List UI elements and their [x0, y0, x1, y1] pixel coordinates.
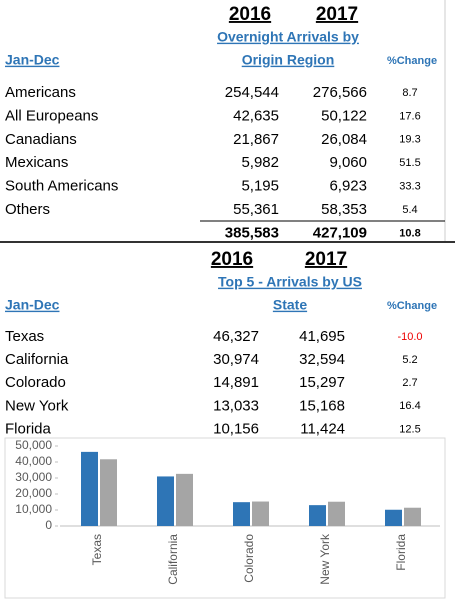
x-tick-label: Colorado: [242, 534, 256, 583]
x-tick-label: New York: [318, 533, 332, 585]
value-2017: 41,695: [299, 328, 345, 345]
pct-change: -10.0: [397, 331, 422, 343]
y-tick-label: 0: [45, 518, 52, 532]
bar: [309, 505, 326, 526]
pct-change: 17.6: [399, 110, 420, 122]
pct-change: 2.7: [402, 377, 417, 389]
value-2016: 13,033: [213, 397, 259, 414]
x-tick-label: California: [166, 534, 180, 585]
year-header: 2016: [211, 249, 253, 270]
period: Jan-Dec: [5, 52, 60, 68]
total-change: 10.8: [399, 227, 420, 239]
row-label: South Americans: [5, 178, 118, 195]
row-label: All Europeans: [5, 107, 98, 124]
value-2016: 46,327: [213, 328, 259, 345]
row-label: New York: [5, 397, 69, 414]
y-tick-label: 50,000: [15, 438, 52, 452]
value-2016: 10,156: [213, 420, 259, 437]
row-label: Mexicans: [5, 154, 68, 171]
year-header: 2016: [229, 4, 271, 25]
pct-change: 12.5: [399, 423, 420, 435]
y-tick-label: 20,000: [15, 486, 52, 500]
bar: [404, 507, 421, 526]
section-title: Origin Region: [242, 52, 335, 68]
total-2017: 427,109: [313, 224, 367, 241]
chart-frame: [4, 437, 446, 599]
pct-change: 51.5: [399, 157, 420, 169]
x-tick-label: Florida: [394, 534, 408, 571]
row-label: Florida: [5, 420, 52, 437]
section-title: Overnight Arrivals by: [217, 29, 359, 45]
total-2016: 385,583: [225, 224, 279, 241]
bar: [385, 509, 402, 526]
change-header: %Change: [387, 55, 437, 67]
value-2017: 276,566: [313, 84, 367, 101]
period: Jan-Dec: [5, 297, 60, 313]
value-2016: 5,982: [241, 154, 279, 171]
value-2017: 32,594: [299, 351, 345, 368]
bar: [252, 501, 269, 526]
value-2016: 254,544: [225, 84, 279, 101]
section-title: Top 5 - Arrivals by US: [218, 274, 362, 290]
pct-change: 5.4: [402, 204, 417, 216]
value-2016: 14,891: [213, 374, 259, 391]
value-2017: 50,122: [321, 107, 367, 124]
bar: [233, 502, 250, 526]
x-tick-label: Texas: [90, 534, 104, 565]
change-header: %Change: [387, 300, 437, 312]
section-title: State: [273, 297, 307, 313]
year-header: 2017: [316, 4, 358, 25]
pct-change: 33.3: [399, 181, 420, 193]
value-2017: 15,297: [299, 374, 345, 391]
row-label: Texas: [5, 328, 44, 345]
value-2017: 26,084: [321, 131, 367, 148]
row-label: Americans: [5, 84, 76, 101]
bar: [157, 476, 174, 526]
row-label: California: [5, 351, 69, 368]
row-label: Others: [5, 201, 50, 218]
pct-change: 5.2: [402, 354, 417, 366]
bar: [100, 459, 117, 526]
y-tick-label: 40,000: [15, 454, 52, 468]
pct-change: 16.4: [399, 400, 420, 412]
value-2016: 42,635: [233, 107, 279, 124]
bar: [328, 501, 345, 526]
value-2017: 15,168: [299, 397, 345, 414]
bar: [81, 451, 98, 526]
value-2016: 55,361: [233, 201, 279, 218]
row-label: Colorado: [5, 374, 66, 391]
pct-change: 8.7: [402, 87, 417, 99]
pct-change: 19.3: [399, 134, 420, 146]
row-label: Canadians: [5, 131, 77, 148]
year-header: 2017: [305, 249, 347, 270]
y-tick-label: 10,000: [15, 502, 52, 516]
value-2017: 9,060: [329, 154, 367, 171]
value-2017: 6,923: [329, 178, 367, 195]
value-2017: 11,424: [300, 420, 345, 437]
value-2017: 58,353: [321, 201, 367, 218]
value-2016: 5,195: [241, 178, 279, 195]
y-tick-label: 30,000: [15, 470, 52, 484]
value-2016: 21,867: [233, 131, 279, 148]
value-2016: 30,974: [213, 351, 259, 368]
bar: [176, 473, 193, 526]
